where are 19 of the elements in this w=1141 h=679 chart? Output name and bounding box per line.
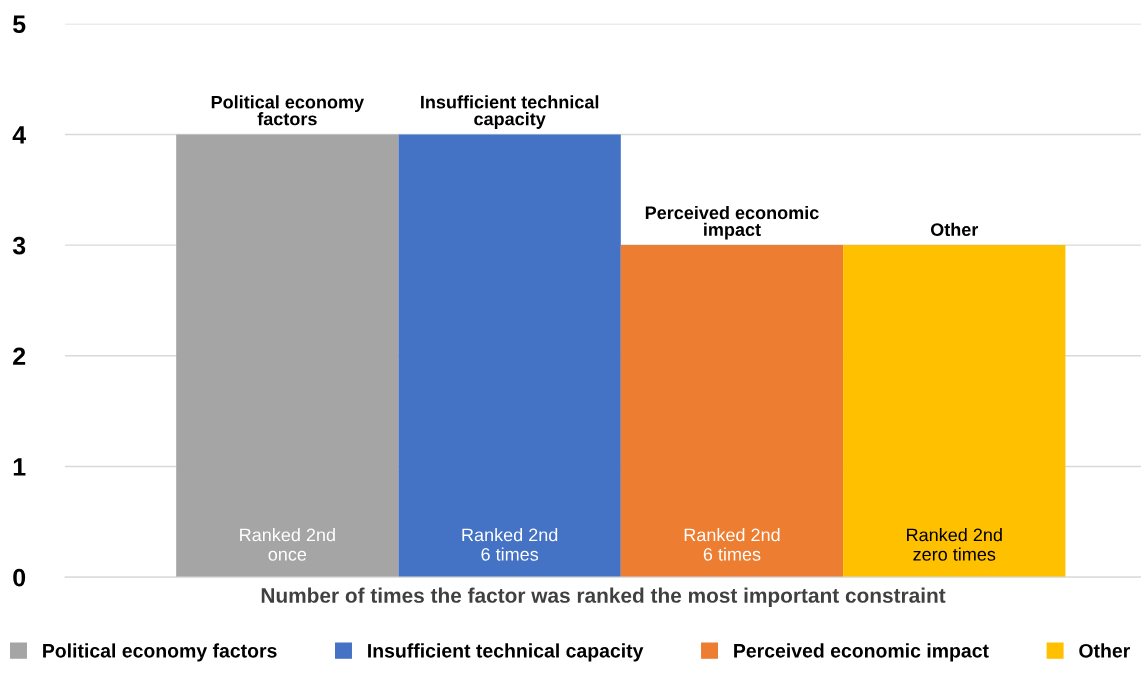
annotation: Ranked 2nd zero times [907,528,1002,561]
y-tick-label: 4 [12,126,27,144]
legend-label: Insufficient technical capacity [368,643,644,662]
legend-label: Perceived economic impact [734,643,989,662]
text: Other [930,222,979,237]
y-tick-label: 0 [13,568,26,587]
x-axis-title: Number of times the factor was ranked the most important constraint [261,587,946,607]
y-tick-label: 5 [13,15,26,34]
legend-label: Other [1079,643,1130,658]
annotation: Ranked 2nd 6 times [684,528,780,561]
legend-label: Political economy factors [43,643,277,662]
text: Perceived economic impact [645,205,819,240]
text: Insufficient technical capacity [421,95,599,129]
y-tick-label: 1 [13,458,26,476]
annotation: Ranked 2nd once [240,528,335,561]
y-tick-label: 2 [13,347,26,365]
text: Political economy factors [211,95,365,126]
y-tick-label: 3 [12,236,26,255]
annotation: Ranked 2nd 6 times [462,528,558,561]
